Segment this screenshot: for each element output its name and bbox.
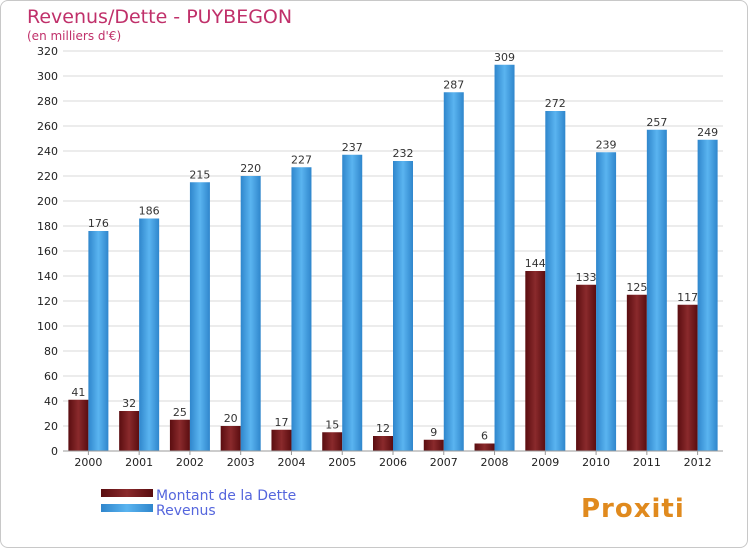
- y-tick-label: 60: [44, 370, 58, 383]
- bar-debt-2008: [474, 443, 495, 451]
- legend-label-debt: Montant de la Dette: [156, 488, 296, 504]
- value-labels: 41 176 32 186 25 215 20 220 17 227 15 237 12 232 9 287 6…: [71, 51, 718, 443]
- y-tick-label: 100: [37, 320, 58, 333]
- y-tick-label: 40: [44, 395, 58, 408]
- y-tick-label: 300: [37, 70, 58, 83]
- x-tick-label-2004: 2004: [277, 456, 305, 469]
- value-label-revenus-2003: 220: [240, 162, 261, 175]
- x-tick-label-2006: 2006: [379, 456, 407, 469]
- y-tick-label: 320: [37, 45, 58, 58]
- x-tick-label-2000: 2000: [74, 456, 102, 469]
- value-label-debt-2007: 9: [430, 426, 437, 439]
- value-label-revenus-2005: 237: [342, 141, 363, 154]
- value-label-revenus-2010: 239: [596, 138, 617, 151]
- value-label-debt-2009: 144: [525, 257, 546, 270]
- bar-debt-2001: [119, 411, 140, 451]
- value-label-revenus-2007: 287: [443, 78, 464, 91]
- value-label-revenus-2002: 215: [189, 168, 210, 181]
- bar-debt-2011: [626, 294, 647, 451]
- bar-revenus-2010: [596, 152, 617, 451]
- legend-swatch-revenus: [101, 504, 153, 512]
- legend: Montant de la Dette Revenus: [101, 488, 296, 519]
- y-tick-label: 160: [37, 245, 58, 258]
- bar-debt-2000: [68, 399, 89, 451]
- value-label-debt-2010: 133: [576, 271, 597, 284]
- value-label-debt-2000: 41: [71, 386, 85, 399]
- bar-debt-2010: [576, 284, 597, 451]
- bar-debt-2005: [322, 432, 343, 451]
- x-tick-label-2005: 2005: [328, 456, 356, 469]
- value-label-revenus-2011: 257: [646, 116, 667, 129]
- x-tick-label-2010: 2010: [582, 456, 610, 469]
- bar-revenus-2004: [291, 167, 312, 451]
- y-tick-label: 0: [51, 445, 58, 458]
- value-label-debt-2002: 25: [173, 406, 187, 419]
- bar-revenus-2012: [697, 139, 718, 451]
- bars-group: [68, 64, 718, 451]
- x-tick-label-2002: 2002: [176, 456, 204, 469]
- x-tick-label-2001: 2001: [125, 456, 153, 469]
- y-tick-label: 220: [37, 170, 58, 183]
- bar-revenus-2002: [189, 182, 210, 451]
- bar-revenus-2007: [443, 92, 464, 451]
- value-label-revenus-2006: 232: [393, 147, 414, 160]
- x-tick-label-2008: 2008: [481, 456, 509, 469]
- bar-debt-2003: [220, 426, 241, 451]
- x-tick-label-2007: 2007: [430, 456, 458, 469]
- y-tick-label: 240: [37, 145, 58, 158]
- value-label-debt-2001: 32: [122, 397, 136, 410]
- value-label-revenus-2004: 227: [291, 153, 312, 166]
- bar-debt-2009: [525, 271, 546, 451]
- legend-swatch-debt: [101, 489, 153, 497]
- value-label-revenus-2000: 176: [88, 217, 109, 230]
- x-tick-label-2012: 2012: [684, 456, 712, 469]
- bar-debt-2002: [169, 419, 190, 451]
- chart-title: Revenus/Dette - PUYBEGON: [27, 6, 292, 28]
- legend-label-revenus: Revenus: [156, 503, 216, 519]
- x-tick-label-2011: 2011: [633, 456, 661, 469]
- value-label-revenus-2009: 272: [545, 97, 566, 110]
- bar-revenus-2009: [545, 111, 566, 451]
- y-tick-label: 200: [37, 195, 58, 208]
- x-tick-label-2003: 2003: [227, 456, 255, 469]
- bar-revenus-2006: [393, 161, 413, 451]
- value-label-debt-2008: 6: [481, 430, 488, 443]
- bar-debt-2007: [423, 439, 444, 451]
- bar-revenus-2011: [646, 129, 667, 451]
- value-label-revenus-2012: 249: [697, 126, 718, 139]
- value-label-revenus-2008: 309: [494, 51, 515, 64]
- proxiti-logo-text: Proxiti: [581, 494, 685, 524]
- y-tick-label: 20: [44, 420, 58, 433]
- value-label-revenus-2001: 186: [139, 205, 160, 218]
- x-axis-ticks: 2000 2001 2002 2003 2004 2005 2006 2007 2008 2009…: [74, 451, 712, 469]
- value-label-debt-2004: 17: [274, 416, 288, 429]
- y-tick-label: 80: [44, 345, 58, 358]
- bar-debt-2012: [677, 304, 698, 451]
- bar-revenus-2001: [139, 218, 160, 451]
- y-tick-label: 280: [37, 95, 58, 108]
- value-label-debt-2003: 20: [224, 412, 238, 425]
- bar-revenus-2005: [342, 154, 363, 451]
- chart-subtitle: (en milliers d'€): [27, 29, 121, 43]
- x-tick-label-2009: 2009: [531, 456, 559, 469]
- y-tick-label: 120: [37, 295, 58, 308]
- bar-revenus-2008: [494, 64, 515, 451]
- value-label-debt-2006: 12: [376, 422, 390, 435]
- proxiti-logo: Proxiti: [581, 494, 685, 524]
- y-tick-label: 180: [37, 220, 58, 233]
- bar-revenus-2000: [88, 231, 109, 451]
- y-tick-label: 140: [37, 270, 58, 283]
- value-label-debt-2005: 15: [325, 418, 339, 431]
- y-tick-label: 260: [37, 120, 58, 133]
- bar-debt-2004: [271, 429, 292, 451]
- bar-debt-2006: [373, 436, 393, 451]
- bar-revenus-2003: [240, 176, 261, 451]
- value-label-debt-2011: 125: [626, 281, 647, 294]
- y-axis-ticks: 0 20 40 60 80 100 120 140 160 180 200 220 240 260 280 3…: [37, 45, 58, 458]
- value-label-debt-2012: 117: [677, 291, 698, 304]
